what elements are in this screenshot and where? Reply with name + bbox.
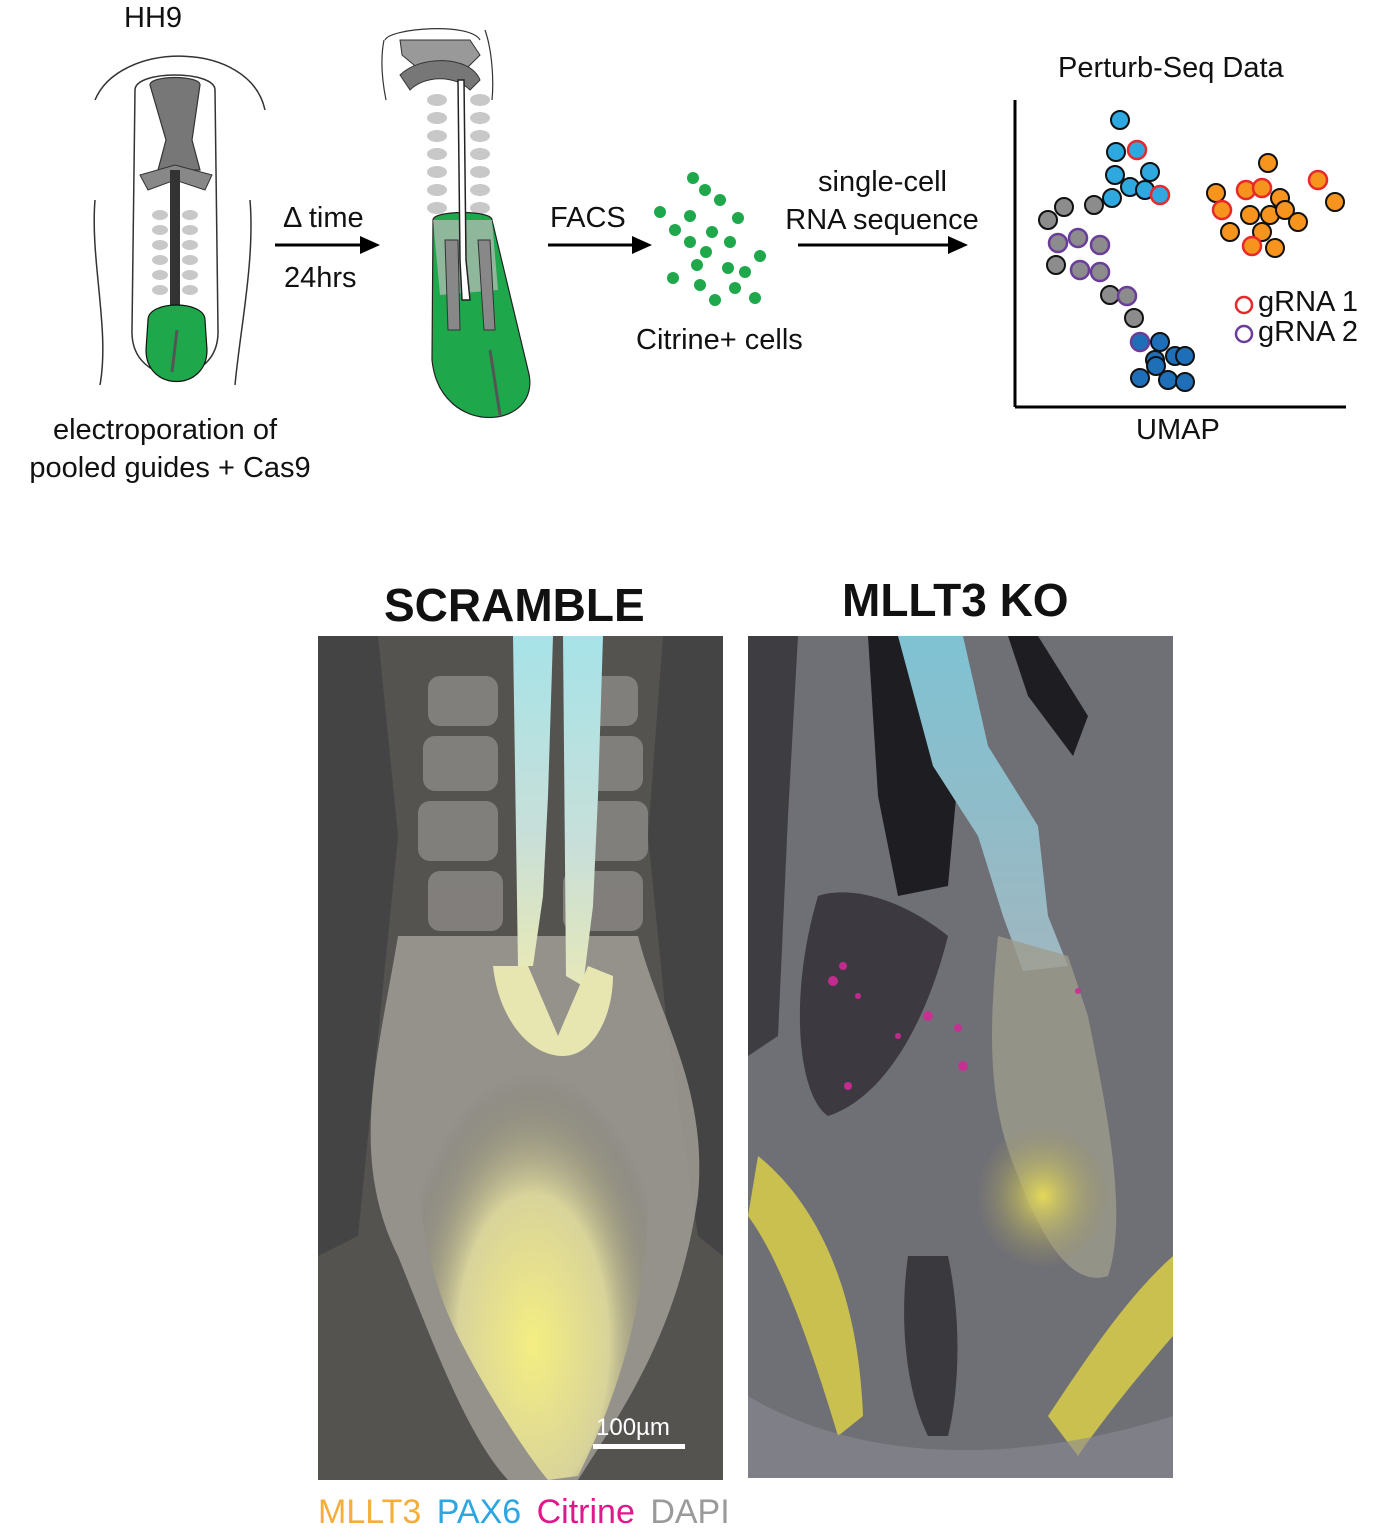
umap-cell-point <box>1069 259 1091 281</box>
umap-cell-point <box>1211 199 1233 221</box>
embryo-24h-illustration <box>381 28 531 419</box>
electroporation-caption-line1: electroporation of <box>52 414 278 446</box>
umap-cell-point <box>1220 222 1240 242</box>
schematic-layer <box>93 28 1346 419</box>
umap-cell-point <box>1251 177 1273 199</box>
umap-cell-point <box>1258 153 1278 173</box>
umap-cell-point <box>1106 142 1126 162</box>
hh9-embryo-illustration <box>93 55 266 386</box>
plot-xlabel: UMAP <box>1136 414 1220 446</box>
channel-legend: MLLT3 PAX6 Citrine DAPI <box>318 1493 736 1532</box>
arrow1-label-bottom: 24hrs <box>284 262 357 294</box>
facs-label: FACS <box>550 202 626 234</box>
channel-pax6-label: PAX6 <box>436 1493 522 1531</box>
umap-cell-point <box>1175 372 1195 392</box>
umap-plot-axes <box>1013 100 1346 409</box>
umap-cell-point <box>1054 197 1074 217</box>
umap-cell-point <box>1046 255 1066 275</box>
scale-bar-label: 100µm <box>596 1414 670 1441</box>
umap-cell-point <box>1038 210 1058 230</box>
cells-caption: Citrine+ cells <box>636 324 803 356</box>
umap-cell-point <box>1089 261 1111 283</box>
umap-cell-point <box>1100 285 1120 305</box>
umap-cell-point <box>1140 162 1160 182</box>
umap-cell-point <box>1325 192 1345 212</box>
scramble-image <box>318 636 723 1480</box>
umap-cell-point <box>1126 139 1148 161</box>
arrow1-label-top: Δ time <box>283 202 364 234</box>
channel-citrine-label: Citrine <box>536 1493 635 1531</box>
umap-cell-point <box>1067 227 1089 249</box>
umap-cell-point <box>1149 184 1171 206</box>
umap-cell-point <box>1116 285 1138 307</box>
arrow-facs-icon <box>548 236 652 254</box>
umap-cell-point <box>1241 235 1263 257</box>
scramble-micrograph: 100µm <box>318 636 723 1480</box>
umap-cell-point <box>1206 183 1226 203</box>
legend-gRNA1-marker <box>1234 295 1254 315</box>
umap-cell-point <box>1047 232 1069 254</box>
umap-cell-point <box>1146 356 1166 376</box>
umap-cell-point <box>1089 234 1111 256</box>
umap-cell-point <box>1130 368 1150 388</box>
arrow-time-icon <box>275 236 380 254</box>
umap-cell-point <box>1102 188 1122 208</box>
citrine-cells-icon <box>654 172 766 306</box>
mllt3-ko-image <box>748 636 1173 1478</box>
legend-gRNA2-marker <box>1234 324 1254 344</box>
umap-cell-point <box>1175 346 1195 366</box>
umap-cell-point <box>1105 165 1125 185</box>
arrow3-label-line1: single-cell <box>818 166 947 198</box>
plot-title: Perturb-Seq Data <box>1058 52 1284 84</box>
arrow-sequencing-icon <box>798 236 968 254</box>
stage-label: HH9 <box>124 2 183 34</box>
scale-bar <box>593 1444 685 1449</box>
umap-cell-point <box>1307 169 1329 191</box>
channel-mllt3-label: MLLT3 <box>318 1493 422 1531</box>
umap-cell-point <box>1265 238 1285 258</box>
umap-cell-point <box>1150 332 1170 352</box>
umap-cell-point <box>1240 205 1260 225</box>
mllt3-ko-micrograph <box>748 636 1173 1478</box>
electroporation-caption-line2: pooled guides + Cas9 <box>29 452 311 484</box>
umap-cell-point <box>1288 212 1308 232</box>
umap-cell-point <box>1084 195 1104 215</box>
umap-cell-point <box>1129 331 1151 353</box>
legend-gRNA2-label: gRNA 2 <box>1258 316 1358 348</box>
mllt3-ko-title: MLLT3 KO <box>842 574 1069 626</box>
legend-gRNA1-label: gRNA 1 <box>1258 286 1358 318</box>
scramble-title: SCRAMBLE <box>384 579 645 631</box>
umap-cell-point <box>1252 222 1272 242</box>
arrow3-label-line2: RNA sequence <box>785 204 979 236</box>
channel-dapi-label: DAPI <box>650 1493 730 1531</box>
umap-cell-point <box>1275 200 1295 220</box>
umap-points <box>1038 110 1345 392</box>
umap-cell-point <box>1124 308 1144 328</box>
umap-cell-point <box>1110 110 1130 130</box>
